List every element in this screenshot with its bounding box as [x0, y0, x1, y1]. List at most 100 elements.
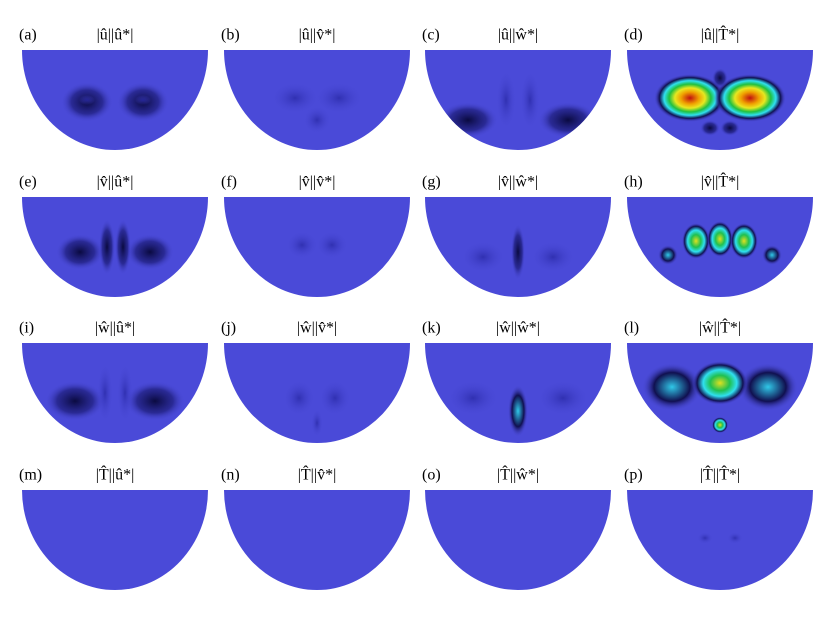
field-domain: [22, 490, 208, 590]
field-domain: [22, 50, 208, 150]
field-blob: [56, 234, 104, 270]
field-blob: [700, 120, 720, 136]
field-blob: [126, 234, 174, 270]
field-pattern: [271, 82, 363, 134]
panel-label: (p): [624, 467, 643, 484]
panel-title: |ŵ||v̂*|: [297, 320, 337, 337]
field-pattern: [697, 532, 743, 544]
panel: (m) |T̂||û*|: [19, 465, 208, 590]
field-blob: [286, 231, 318, 259]
field-blob: [727, 532, 743, 544]
field-pattern: [654, 68, 786, 136]
field-blob: [762, 245, 782, 265]
panel-label: (k): [422, 320, 441, 337]
field-pattern: [283, 380, 351, 437]
field-blob: [658, 245, 678, 265]
panel-title: |û||ŵ*|: [498, 27, 538, 44]
field-blob: [692, 361, 748, 405]
panel: (a) |û||û*|: [19, 27, 208, 150]
panel-title: |û||T̂*|: [701, 25, 740, 44]
field-blob: [496, 70, 516, 130]
panel-title: |v̂||T̂*|: [701, 172, 740, 191]
field-blob: [738, 363, 798, 411]
field-blob: [537, 380, 589, 416]
field-blob: [520, 70, 540, 130]
panel-label: (e): [19, 174, 37, 191]
field-blob: [315, 82, 363, 114]
panel: (j) |ŵ||v̂*|: [221, 320, 410, 443]
panel-title: |û||v̂*|: [299, 27, 336, 44]
panel-label: (l): [624, 320, 639, 337]
panel-title: |T̂||û*|: [96, 465, 135, 484]
panel-title: |v̂||ŵ*|: [498, 174, 538, 191]
panel: (l) |ŵ||T̂*|: [624, 318, 813, 443]
field-blob: [79, 95, 95, 105]
field-blob: [697, 532, 713, 544]
panel: (o) |T̂||ŵ*|: [422, 465, 611, 590]
panel-title: |û||û*|: [97, 27, 134, 44]
panel-label: (h): [624, 174, 643, 191]
field-blob: [508, 385, 528, 437]
panel: (k) |ŵ||ŵ*|: [422, 320, 611, 443]
field-blob: [283, 380, 315, 416]
field-pattern: [658, 221, 782, 265]
panel-label: (o): [422, 467, 441, 484]
panel-label: (j): [221, 320, 236, 337]
field-blob: [438, 102, 498, 138]
panel-title: |T̂||v̂*|: [298, 465, 337, 484]
panel: (n) |T̂||v̂*|: [221, 465, 410, 590]
field-blob: [730, 223, 758, 259]
field-domain: [425, 490, 611, 590]
panel-label: (g): [422, 174, 441, 191]
field-blob: [531, 241, 575, 273]
field-blob: [707, 221, 733, 257]
field-pattern: [642, 361, 798, 433]
field-pattern: [461, 224, 575, 280]
field-blob: [97, 363, 113, 423]
panel-title: |v̂||û*|: [97, 174, 134, 191]
field-blob: [311, 409, 323, 437]
panel-title: |v̂||v̂*|: [299, 174, 336, 191]
field-blob: [319, 380, 351, 416]
field-pattern: [61, 82, 169, 122]
field-blob: [642, 363, 702, 411]
field-blob: [45, 381, 105, 421]
panel: (h) |v̂||T̂*|: [624, 172, 813, 297]
panel-label: (a): [19, 27, 37, 44]
panel-label: (f): [221, 174, 237, 191]
panel-label: (i): [19, 320, 34, 337]
field-blob: [714, 74, 786, 122]
field-blob: [271, 82, 319, 114]
panel: (d) |û||T̂*|: [624, 25, 813, 150]
panel: (g) |v̂||ŵ*|: [422, 174, 611, 297]
panel: (c) |û||ŵ*|: [422, 27, 611, 150]
field-pattern: [286, 231, 348, 259]
field-pattern: [56, 219, 174, 275]
panel-label: (m): [19, 467, 42, 484]
panel-label: (n): [221, 467, 240, 484]
field-blob: [115, 219, 131, 275]
panel: (b) |û||v̂*|: [221, 27, 410, 150]
panel-title: |ŵ||ŵ*|: [496, 320, 540, 337]
field-blob: [125, 381, 185, 421]
panel: (f) |v̂||v̂*|: [221, 174, 410, 297]
panel-label: (b): [221, 27, 240, 44]
field-blob: [682, 223, 710, 259]
field-pattern: [45, 363, 185, 423]
field-blob: [447, 380, 499, 416]
panel-title: |T̂||ŵ*|: [497, 465, 539, 484]
field-blob: [654, 74, 726, 122]
panel: (e) |v̂||û*|: [19, 174, 208, 297]
field-domain: [224, 343, 410, 443]
field-pattern: [447, 380, 589, 437]
panel: (p) |T̂||T̂*|: [624, 465, 813, 590]
panel: (i) |ŵ||û*|: [19, 320, 208, 443]
field-blob: [461, 241, 505, 273]
field-blob: [511, 224, 525, 280]
panel-label: (d): [624, 27, 643, 44]
field-blob: [538, 102, 598, 138]
field-blob: [712, 417, 728, 433]
field-blob: [99, 219, 115, 275]
field-blob: [303, 106, 331, 134]
